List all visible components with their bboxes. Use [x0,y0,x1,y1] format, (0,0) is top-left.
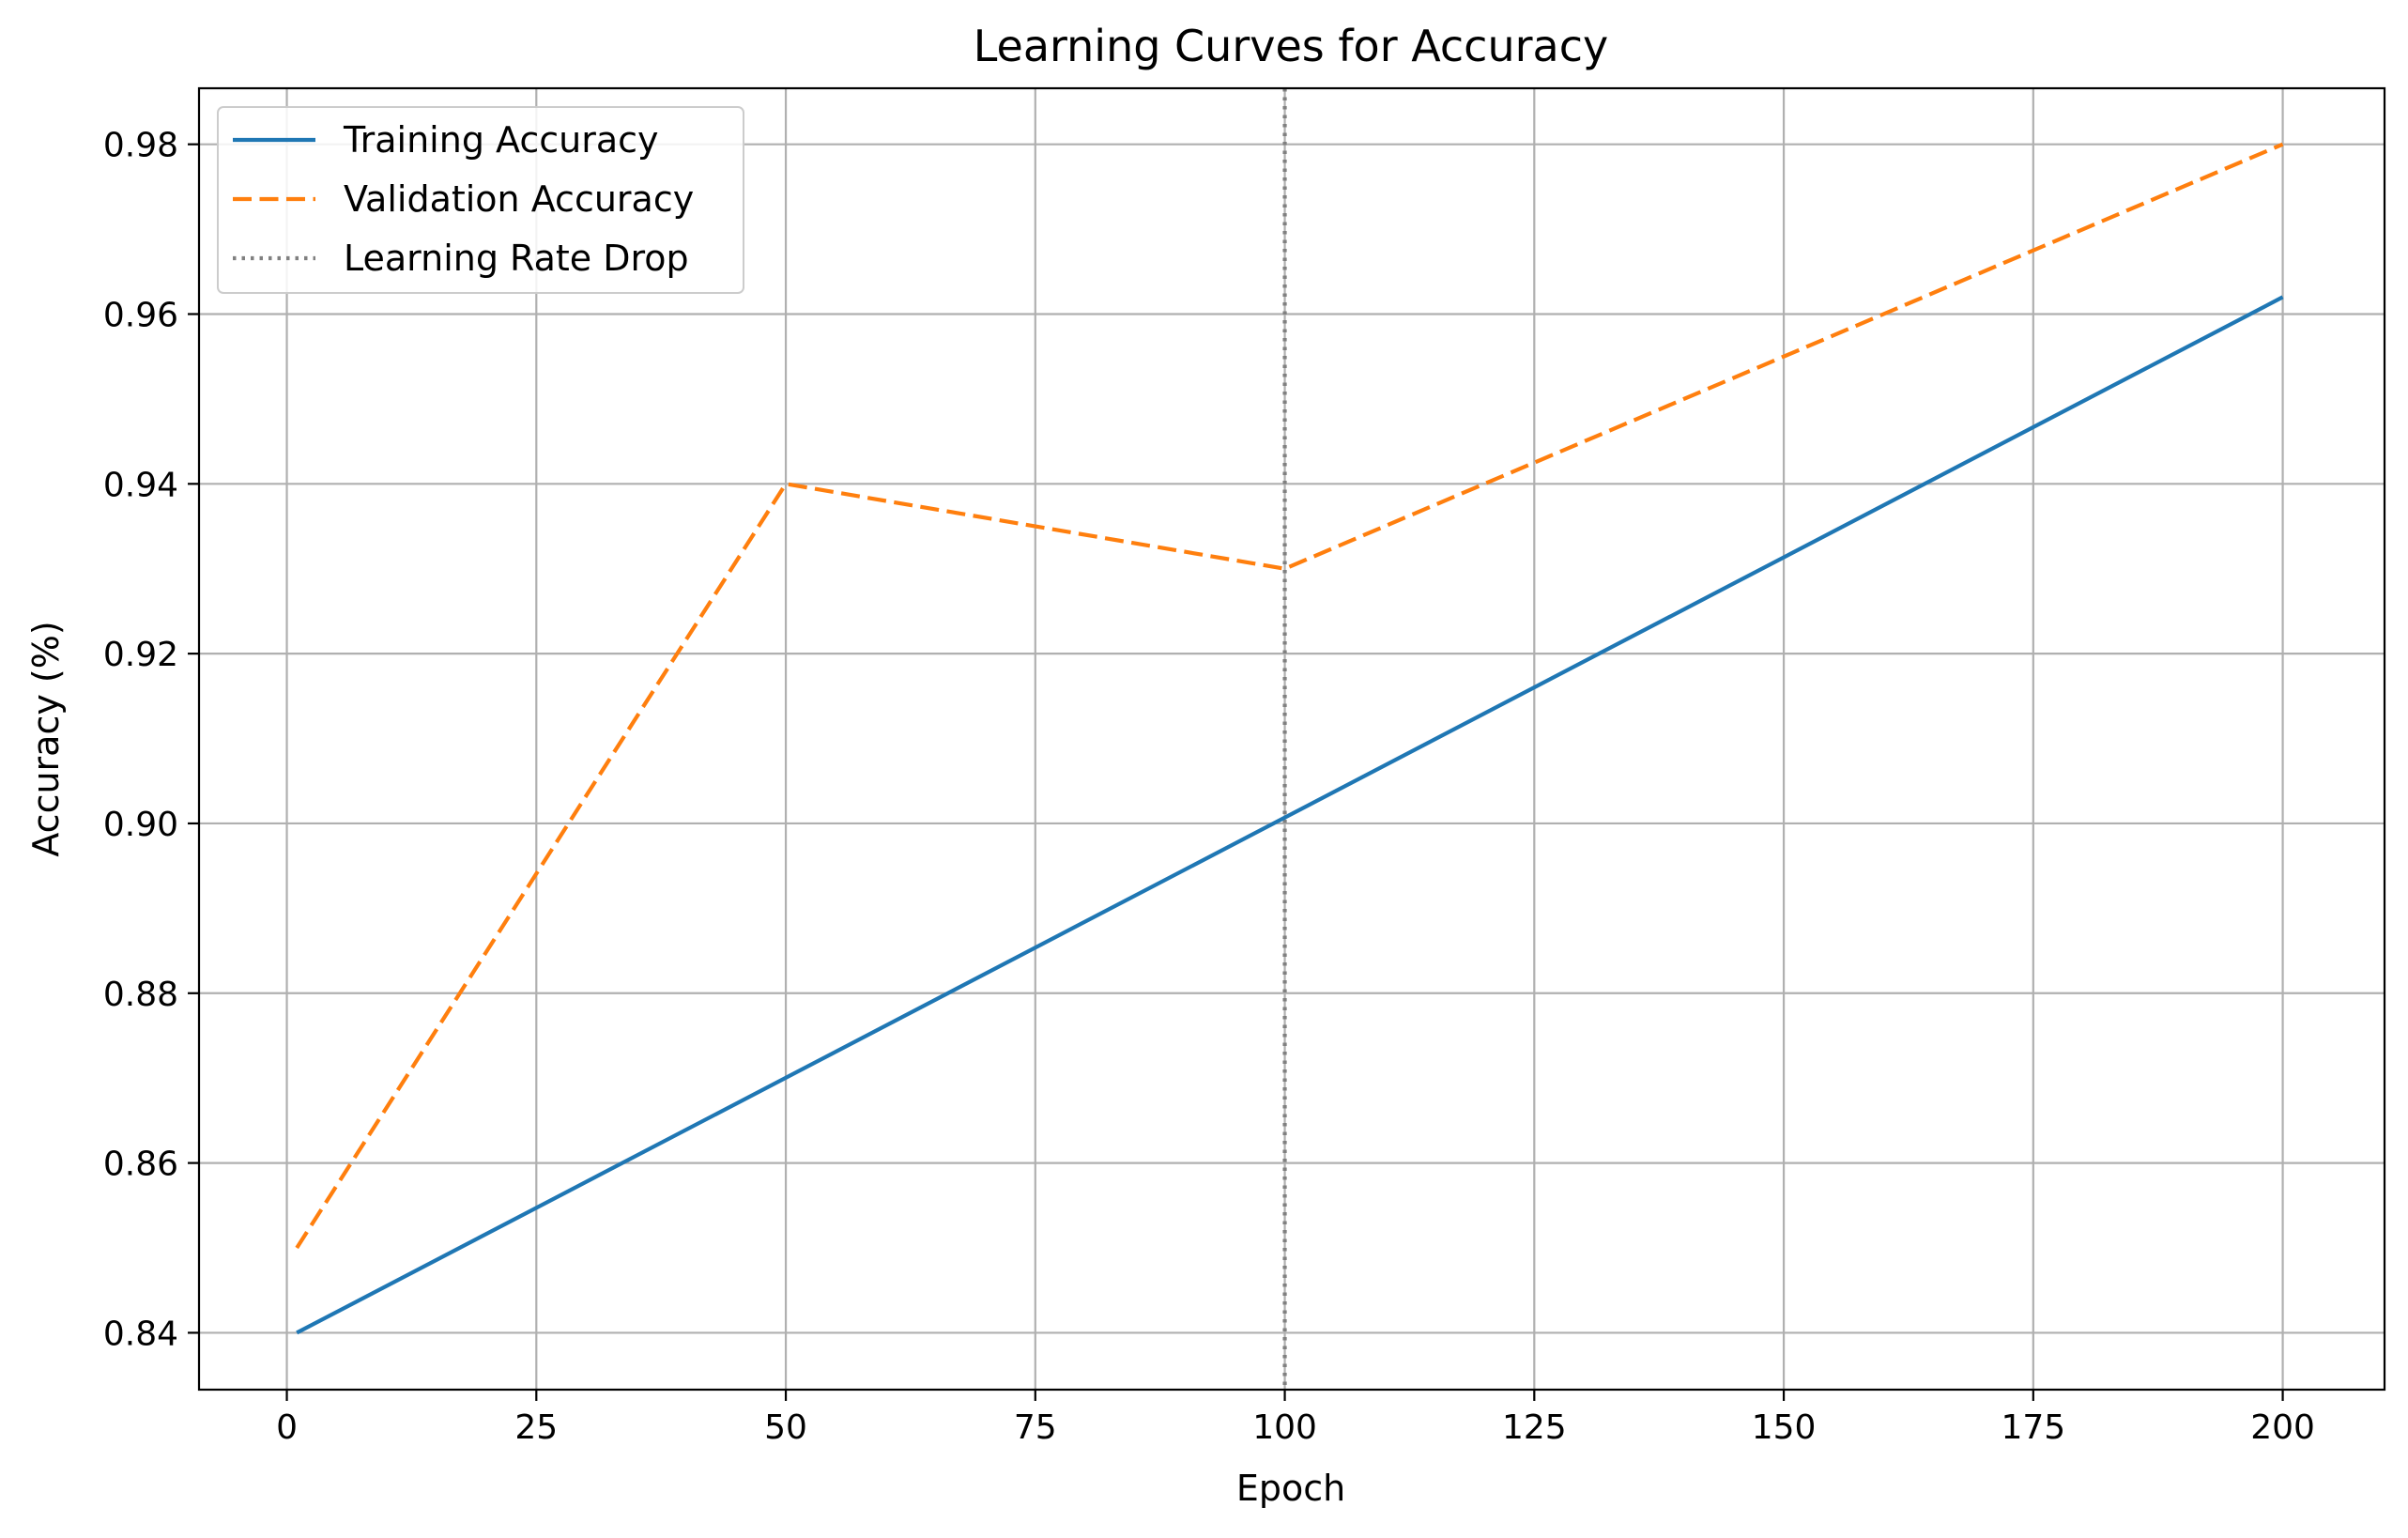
x-tick-label: 25 [514,1408,558,1447]
plot-frame [197,86,2386,1392]
y-tick-label: 0.92 [103,636,178,674]
y-tick-label: 0.88 [103,976,178,1014]
x-tick-label: 0 [276,1408,298,1447]
y-ticks: 0.84 0.86 0.88 0.90 0.92 0.94 0.96 0.98 [103,127,199,1353]
legend-box [217,106,744,294]
legend-label: Learning Rate Drop [344,238,689,279]
series-layer [295,142,2284,1335]
legend: Training Accuracy Validation Accuracy Lear… [217,106,744,294]
y-tick-label: 0.96 [103,296,178,334]
y-tick-label: 0.94 [103,466,178,504]
chart-title: Learning Curves for Accuracy [974,21,1609,71]
legend-label: Validation Accuracy [344,178,694,220]
y-axis-label: Accuracy (%) [25,621,67,856]
series-line-1 [295,142,2284,1250]
x-tick-label: 175 [2001,1408,2065,1447]
x-tick-label: 150 [1752,1408,1817,1447]
y-tick-label: 0.98 [103,127,178,165]
legend-label: Training Accuracy [343,119,659,161]
x-tick-label: 125 [1502,1408,1567,1447]
x-axis-label: Epoch [1236,1468,1345,1509]
x-tick-label: 50 [764,1408,807,1447]
y-tick-label: 0.90 [103,806,178,844]
grid [199,88,2385,1390]
x-ticks: 0 25 50 75 100 125 150 175 200 [276,1390,2315,1447]
x-tick-label: 100 [1252,1408,1317,1447]
x-tick-label: 75 [1014,1408,1057,1447]
y-tick-label: 0.86 [103,1146,178,1184]
x-tick-label: 200 [2250,1408,2315,1447]
series-line-0 [296,295,2284,1335]
y-tick-label: 0.84 [103,1315,178,1353]
